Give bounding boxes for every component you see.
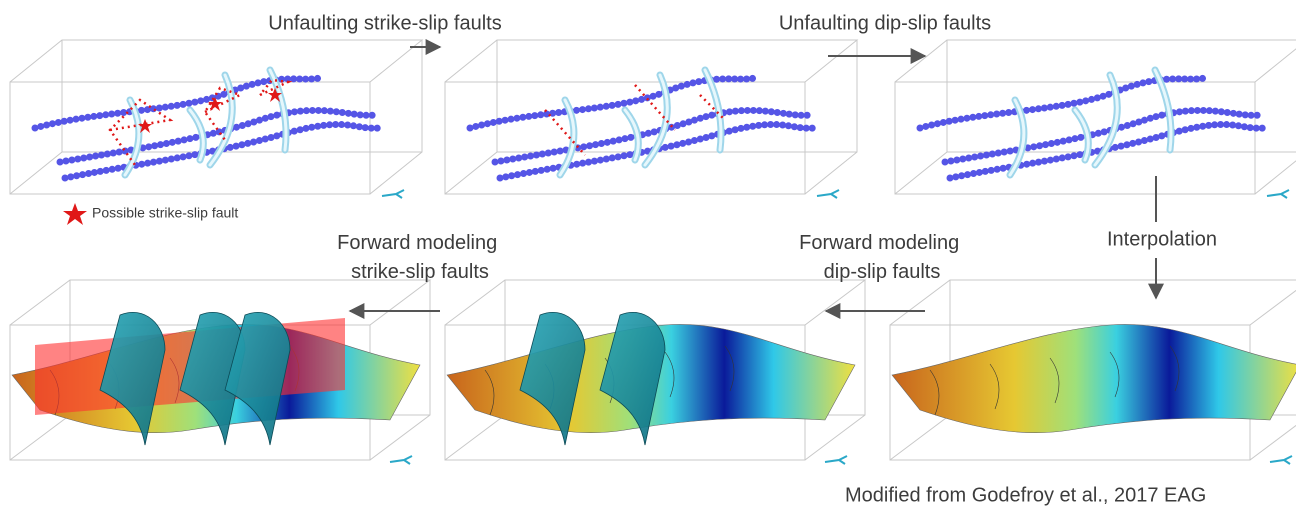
fault-stick — [188, 108, 205, 162]
horizon-points — [466, 74, 759, 132]
step-label: Interpolation — [1107, 228, 1217, 250]
legend-label: Possible strike-slip fault — [92, 205, 238, 221]
fault-stick — [268, 68, 288, 152]
contour — [989, 363, 1000, 410]
fault-stick — [623, 108, 640, 162]
wireframe-box — [894, 39, 1296, 195]
fault-stick — [208, 73, 234, 167]
fault-stick — [1073, 108, 1090, 162]
citation: Modified from Godefroy et al., 2017 EAG — [845, 484, 1206, 506]
step-label: Unfaulting strike-slip faults — [268, 12, 501, 34]
fault-surface — [519, 312, 586, 446]
contour — [1109, 351, 1120, 398]
horizon-points — [941, 106, 1264, 166]
contour — [664, 351, 675, 398]
fault-stick — [1153, 68, 1173, 152]
step-line: Forward modeling — [337, 232, 497, 254]
axis-icon — [1269, 455, 1293, 465]
axis-icon — [381, 189, 405, 199]
fault-link — [108, 98, 174, 166]
contour — [724, 345, 735, 392]
wireframe-box — [444, 279, 867, 461]
panels — [9, 39, 1296, 465]
horizon-points — [946, 121, 1269, 182]
fault-link — [634, 84, 676, 131]
fault-stick — [558, 98, 576, 177]
fault-surface — [224, 312, 291, 446]
axis-icon — [1266, 189, 1290, 199]
contour — [1169, 345, 1180, 392]
fault-stick — [703, 68, 723, 152]
step-line: Forward modeling — [799, 232, 959, 254]
axis-icon — [816, 189, 840, 199]
step-line: dip-slip faults — [824, 261, 941, 283]
step-label: Forward modeling strike-slip faults — [337, 232, 503, 283]
horizon-points — [31, 74, 324, 132]
legend-star — [63, 203, 87, 225]
step-label: Forward modeling dip-slip faults — [799, 232, 965, 283]
fault-stick — [1093, 73, 1119, 167]
fault-surface — [179, 312, 246, 446]
horizon-points — [491, 106, 814, 166]
fault-star — [138, 119, 152, 133]
horizon-points — [916, 74, 1209, 132]
wireframe-box — [9, 279, 432, 461]
step-label: Unfaulting dip-slip faults — [779, 12, 991, 34]
fault-star — [268, 88, 282, 102]
horizon-points — [56, 106, 379, 166]
wireframe-box — [889, 279, 1296, 461]
contour — [1049, 357, 1060, 404]
surface — [891, 324, 1296, 433]
step-line: strike-slip faults — [351, 261, 489, 283]
contour — [929, 369, 940, 416]
fault-link — [203, 86, 244, 141]
fault-star — [208, 97, 222, 111]
axis-icon — [824, 455, 848, 465]
fault-surface — [599, 312, 666, 446]
contour — [484, 369, 495, 416]
fault-surface — [99, 312, 166, 446]
horizon-points — [61, 121, 384, 182]
axis-icon — [389, 455, 413, 465]
wireframe-box — [9, 39, 424, 195]
fault-stick — [123, 98, 141, 177]
horizon-points — [496, 121, 819, 182]
fault-link — [544, 109, 586, 156]
fault-stick — [643, 73, 669, 167]
wireframe-box — [444, 39, 859, 195]
fault-stick — [1008, 98, 1026, 177]
